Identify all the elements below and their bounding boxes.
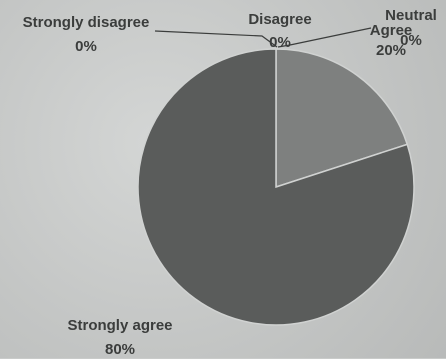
value-label: 0% xyxy=(75,38,97,55)
value-label: 0% xyxy=(269,34,291,51)
category-label: Strongly disagree xyxy=(22,14,150,31)
leader-lines xyxy=(154,27,372,48)
value-label: 0% xyxy=(400,32,422,49)
label-strongly-disagree: Strongly disagree 0% xyxy=(10,13,162,56)
category-label: Disagree xyxy=(248,11,312,28)
label-disagree: Disagree 0% xyxy=(236,10,324,52)
pie-slice-agree xyxy=(275,48,409,189)
category-label: Agree xyxy=(369,22,413,39)
leader-line-neutral xyxy=(277,27,372,48)
label-strongly-agree: Strongly agree 80% xyxy=(50,316,190,359)
pie-slices xyxy=(137,48,415,326)
leader-line-strongly-disagree xyxy=(154,30,278,48)
category-label: Strongly agree xyxy=(67,317,173,334)
label-agree: Agree 20% xyxy=(364,21,418,60)
label-neutral: Neutral 0% xyxy=(380,6,442,50)
pie-slice-strongly-agree xyxy=(137,48,415,326)
value-label: 20% xyxy=(375,42,407,59)
category-label: Neutral xyxy=(385,7,437,24)
value-label: 80% xyxy=(104,341,136,358)
